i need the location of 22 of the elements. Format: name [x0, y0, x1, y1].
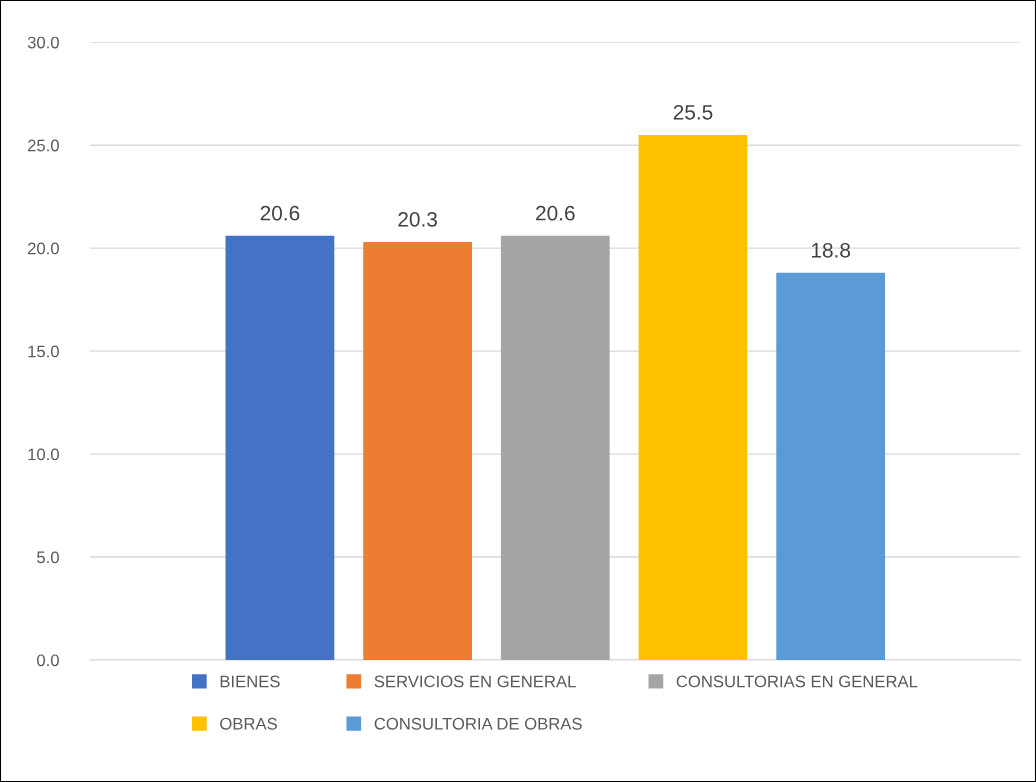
data-label: 20.6 [536, 205, 575, 221]
y-tick-label: 20.0 [27, 242, 59, 255]
bar [776, 272, 886, 661]
bar [363, 241, 472, 661]
legend-label: SERVICIOS EN GENERAL [374, 675, 576, 688]
data-label: 18.8 [811, 242, 851, 258]
y-tick-label: 30.0 [27, 36, 59, 49]
y-tick-label: 25.0 [27, 139, 59, 152]
legend-label: BIENES [220, 675, 280, 688]
y-tick-label: 0.0 [37, 654, 59, 667]
legend-label: CONSULTORIAS EN GENERAL [676, 675, 918, 688]
bar [500, 235, 610, 661]
data-label: 20.6 [260, 205, 300, 221]
legend-label: OBRAS [220, 717, 277, 730]
legend-label: CONSULTORIA DE OBRAS [374, 717, 582, 730]
data-label: 25.5 [673, 104, 713, 120]
bar [638, 134, 748, 661]
data-label: 20.3 [398, 212, 437, 227]
y-tick-label: 5.0 [37, 551, 59, 564]
y-tick-label: 15.0 [28, 345, 59, 358]
y-tick-label: 10.0 [28, 448, 59, 461]
bar [225, 235, 335, 661]
